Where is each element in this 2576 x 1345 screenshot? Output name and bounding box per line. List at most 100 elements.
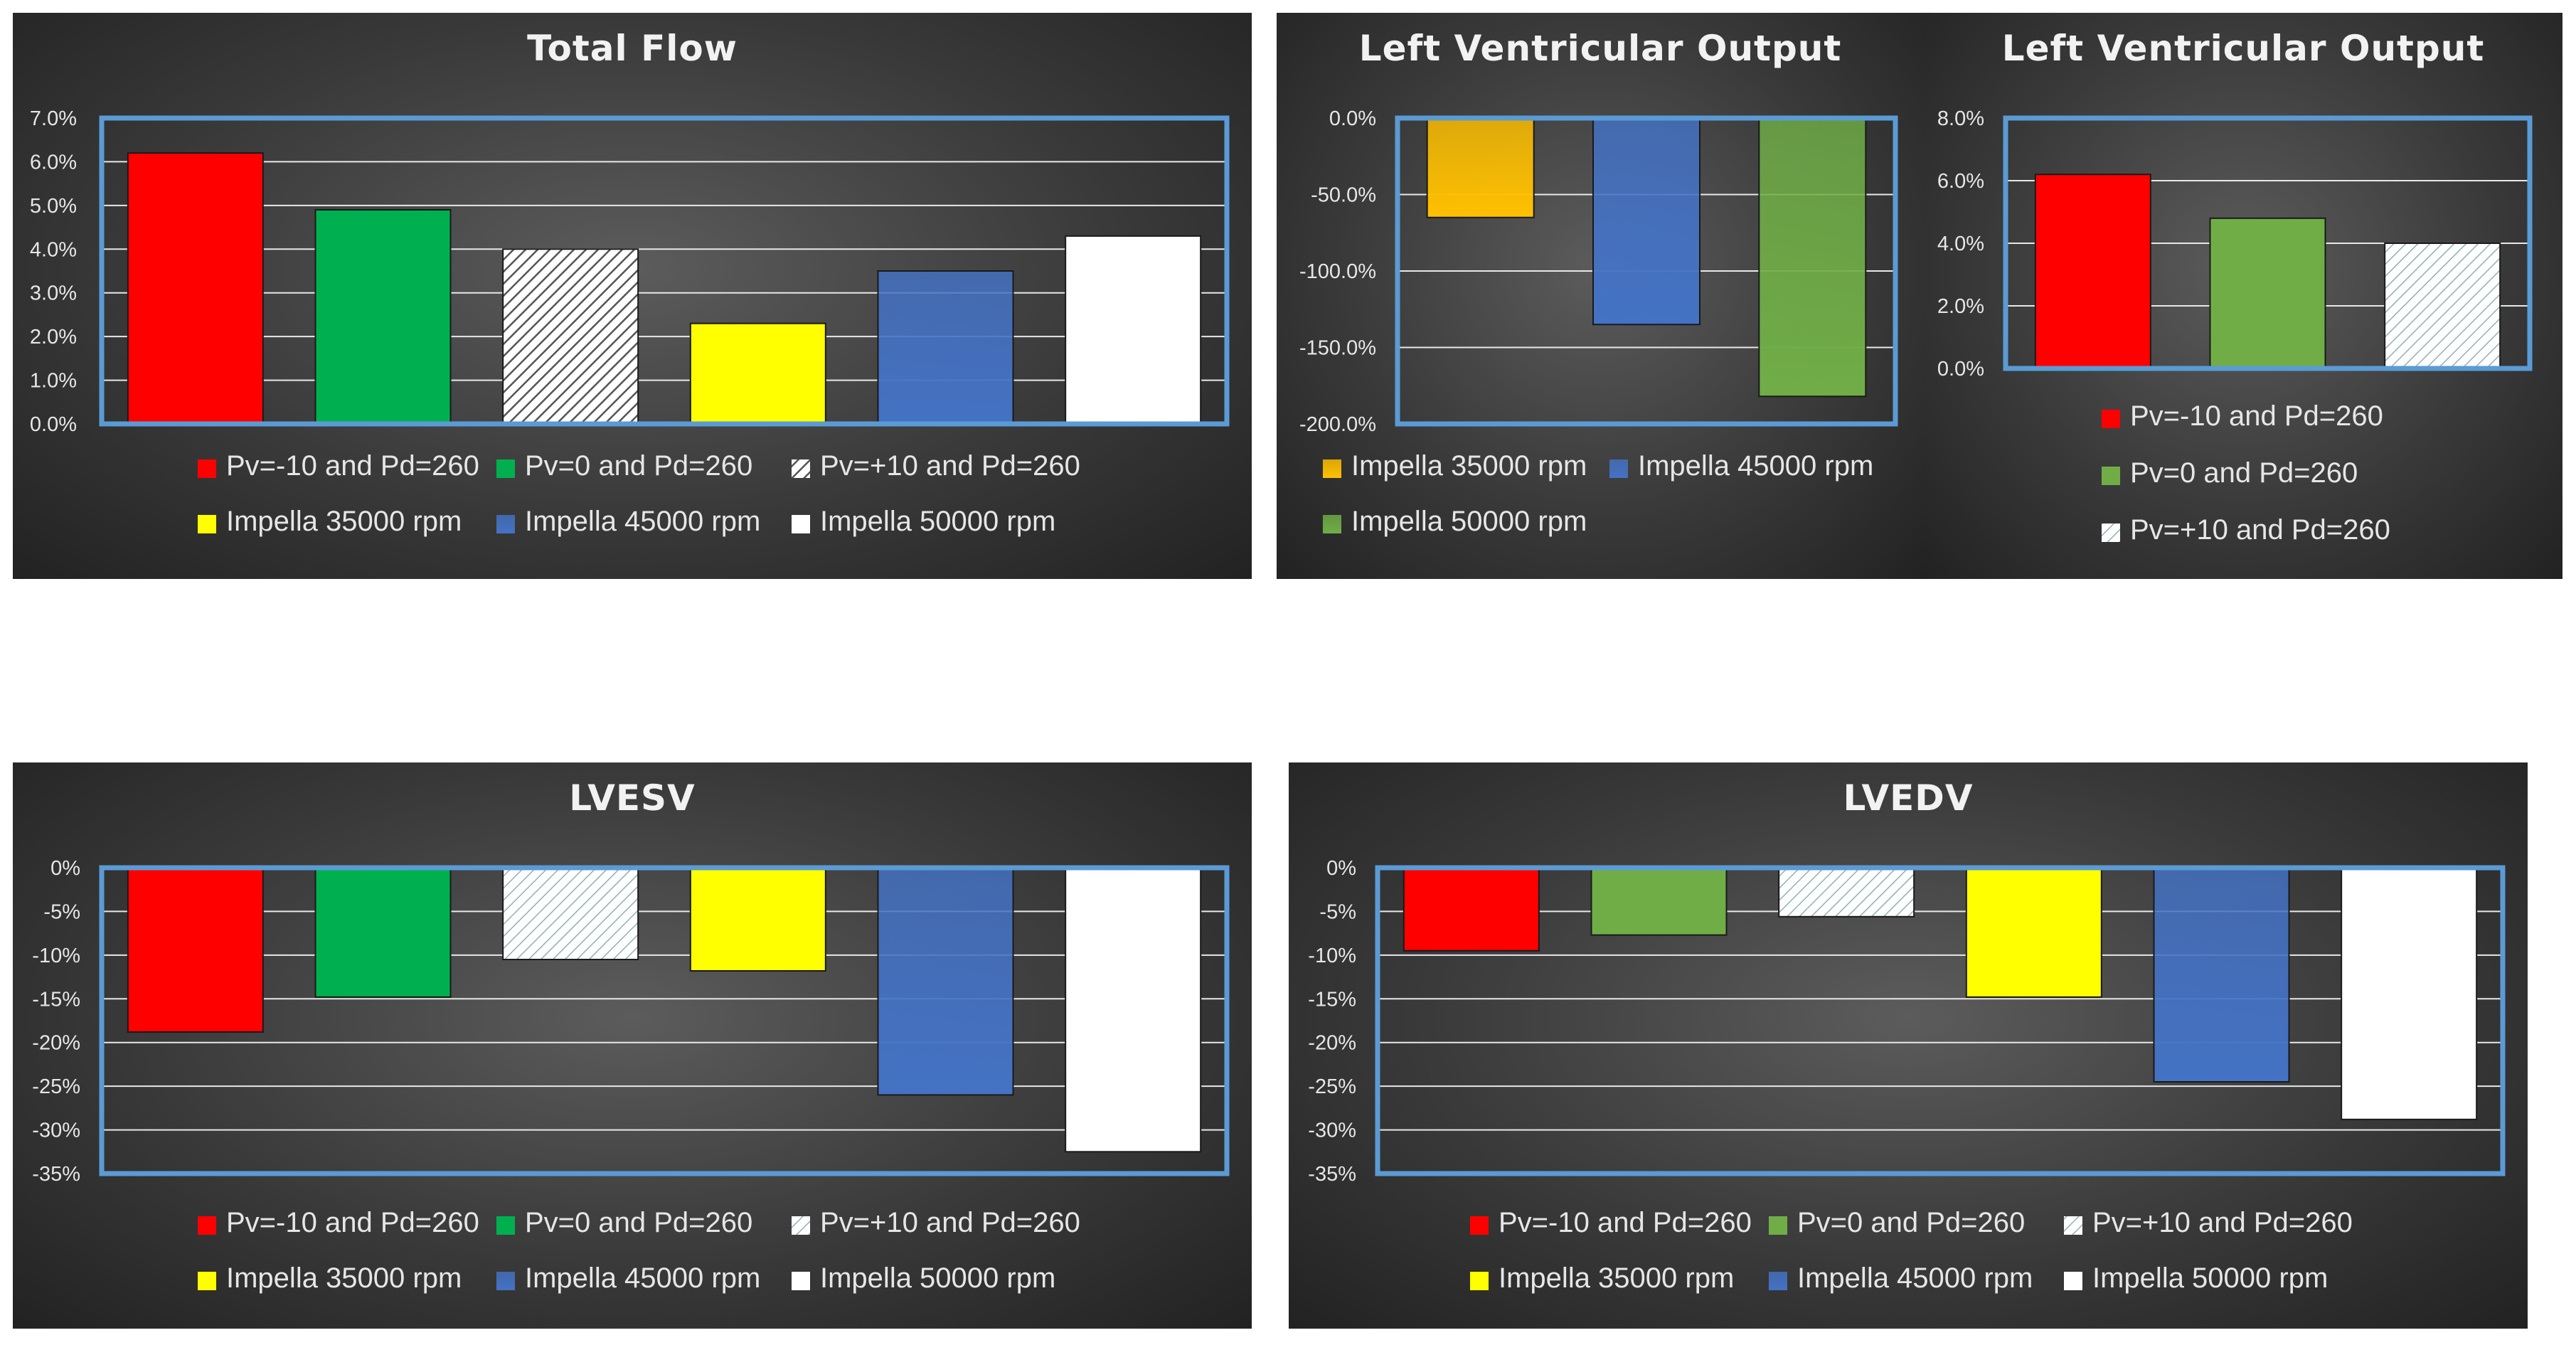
bar-pv-10-and-pd-260 bbox=[127, 152, 264, 425]
legend-label: Pv=+10 and Pd=260 bbox=[820, 450, 1080, 482]
legend-swatch bbox=[2064, 1216, 2082, 1235]
plot-frame bbox=[99, 865, 1230, 1176]
legend-swatch bbox=[1323, 459, 1341, 478]
legend-label: Pv=+10 and Pd=260 bbox=[2092, 1207, 2353, 1238]
legend-label: Impella 45000 rpm bbox=[1638, 450, 1873, 482]
legend-swatch bbox=[198, 459, 216, 478]
legend-swatch bbox=[198, 515, 216, 533]
y-tick-label: -35% bbox=[1308, 1163, 1356, 1186]
legend-swatch bbox=[2064, 1272, 2082, 1290]
legend-swatch bbox=[496, 1216, 515, 1235]
bar-pv-10-and-pd-260 bbox=[1403, 867, 1540, 952]
legend-swatch bbox=[2102, 467, 2120, 485]
legend-label: Impella 45000 rpm bbox=[1797, 1262, 2033, 1294]
bar-impella-50000-rpm bbox=[2341, 867, 2478, 1120]
y-tick-label: 4.0% bbox=[30, 238, 77, 261]
y-tick-label: -15% bbox=[32, 988, 80, 1011]
legend-swatch bbox=[2102, 523, 2120, 542]
legend-swatch bbox=[792, 1216, 810, 1235]
y-tick-label: -10% bbox=[32, 945, 80, 967]
y-tick-label: 0.0% bbox=[30, 413, 77, 436]
y-tick-label: -35% bbox=[32, 1163, 80, 1186]
chart-title: Total Flow bbox=[527, 28, 738, 69]
legend-label: Pv=0 and Pd=260 bbox=[1797, 1207, 2025, 1238]
legend-label: Impella 45000 rpm bbox=[525, 1262, 760, 1294]
y-tick-label: 8.0% bbox=[1937, 107, 1984, 130]
bar-impella-35000-rpm bbox=[689, 867, 826, 972]
legend-swatch bbox=[792, 459, 810, 478]
y-tick-label: -10% bbox=[1308, 945, 1356, 967]
legend-label: Impella 50000 rpm bbox=[820, 506, 1055, 537]
lv-output-impella-chart: Left Ventricular Output 0.0% -50.0% -100.0%… bbox=[1299, 28, 1898, 537]
plot-frame bbox=[99, 115, 1230, 427]
plot-frame bbox=[2003, 115, 2533, 371]
legend-swatch bbox=[496, 515, 515, 533]
total-flow-chart: Total Flow 7.0% 6.0% 5.0% 4.0% 3.0% 2.0% 1.0% 0.… bbox=[30, 28, 1230, 537]
y-tick-label: -25% bbox=[1308, 1075, 1356, 1098]
total-flow-chart-panel: Total Flow 7.0% 6.0% 5.0% 4.0% 3.0% 2.0% 1.0% 0.… bbox=[13, 13, 1252, 579]
lvesv-chart: LVESV 0% -5% -10% -15% -20% -25% -30% -35% Pv=-10… bbox=[32, 777, 1230, 1294]
bar-impella-50000-rpm bbox=[1065, 235, 1202, 425]
y-tick-label: 0.0% bbox=[1329, 107, 1376, 130]
legend-label: Pv=+10 and Pd=260 bbox=[2130, 514, 2390, 546]
y-tick-label: 2.0% bbox=[1937, 295, 1984, 318]
y-tick-label: -20% bbox=[1308, 1032, 1356, 1055]
legend-swatch bbox=[1470, 1272, 1489, 1290]
y-tick-label: -5% bbox=[1319, 900, 1356, 923]
legend-label: Pv=0 and Pd=260 bbox=[525, 450, 752, 482]
y-tick-label: -30% bbox=[32, 1120, 80, 1142]
legend-label: Pv=-10 and Pd=260 bbox=[226, 450, 479, 482]
chart-title: LVESV bbox=[569, 777, 696, 819]
y-tick-label: 3.0% bbox=[30, 282, 77, 305]
lv-output-pv-chart: Left Ventricular Output 8.0% 6.0% 4.0% 2.0% 0… bbox=[1937, 28, 2533, 546]
bar-impella-50000-rpm bbox=[1758, 117, 1867, 398]
legend-label: Pv=-10 and Pd=260 bbox=[2130, 400, 2383, 432]
bar-pv-10-and-pd-260 bbox=[127, 867, 264, 1033]
legend-label: Pv=0 and Pd=260 bbox=[525, 1207, 752, 1238]
y-tick-label: -15% bbox=[1308, 988, 1356, 1011]
bar-impella-35000-rpm bbox=[1965, 867, 2102, 998]
plot-frame bbox=[1395, 115, 1898, 427]
chart-title: Left Ventricular Output bbox=[2002, 28, 2484, 69]
bar-pv-10-and-pd-260 bbox=[1778, 867, 1915, 918]
legend-swatch bbox=[198, 1216, 216, 1235]
bar-impella-35000-rpm bbox=[1426, 117, 1535, 218]
legend-label: Impella 35000 rpm bbox=[1351, 450, 1587, 482]
legend-label: Pv=-10 and Pd=260 bbox=[1499, 1207, 1752, 1238]
y-tick-label: -20% bbox=[32, 1032, 80, 1055]
y-tick-label: 6.0% bbox=[1937, 170, 1984, 193]
y-tick-label: 1.0% bbox=[30, 370, 77, 393]
legend-swatch bbox=[1323, 515, 1341, 533]
y-tick-label: -200.0% bbox=[1299, 413, 1376, 436]
bar-pv-0-and-pd-260 bbox=[314, 209, 452, 425]
legend-label: Pv=-10 and Pd=260 bbox=[226, 1207, 479, 1238]
bar-impella-45000-rpm bbox=[2153, 867, 2290, 1083]
y-tick-label: -25% bbox=[32, 1075, 80, 1098]
legend-label: Impella 35000 rpm bbox=[226, 1262, 462, 1294]
y-tick-label: 2.0% bbox=[30, 326, 77, 349]
legend-label: Impella 45000 rpm bbox=[525, 506, 760, 537]
legend-swatch bbox=[1769, 1216, 1787, 1235]
y-tick-label: 5.0% bbox=[30, 195, 77, 218]
legend-swatch bbox=[792, 1272, 810, 1290]
bar-pv-0-and-pd-260 bbox=[314, 867, 452, 998]
y-tick-label: -100.0% bbox=[1299, 260, 1376, 283]
legend-swatch bbox=[2102, 410, 2120, 428]
chart-title: LVEDV bbox=[1843, 777, 1973, 819]
legend-label: Pv=0 and Pd=260 bbox=[2130, 457, 2358, 489]
y-tick-label: -30% bbox=[1308, 1120, 1356, 1142]
legend-swatch bbox=[496, 459, 515, 478]
bar-impella-45000-rpm bbox=[1592, 117, 1701, 326]
lv-output-pv-chart-panel: Left Ventricular Output 8.0% 6.0% 4.0% 2.0% 0… bbox=[1924, 13, 2562, 579]
legend-swatch bbox=[496, 1272, 515, 1290]
bar-pv-10-and-pd-260 bbox=[502, 867, 639, 960]
chart-title: Left Ventricular Output bbox=[1359, 28, 1841, 69]
bar-impella-50000-rpm bbox=[1065, 867, 1202, 1153]
y-tick-label: 0% bbox=[50, 857, 80, 880]
bar-pv-10-and-pd-260 bbox=[2034, 174, 2151, 369]
y-tick-label: 4.0% bbox=[1937, 233, 1984, 255]
y-tick-label: 6.0% bbox=[30, 151, 77, 174]
legend-swatch bbox=[198, 1272, 216, 1290]
bar-pv-0-and-pd-260 bbox=[1590, 867, 1728, 936]
lv-output-impella-chart-panel: Left Ventricular Output 0.0% -50.0% -100.0%… bbox=[1277, 13, 1924, 579]
